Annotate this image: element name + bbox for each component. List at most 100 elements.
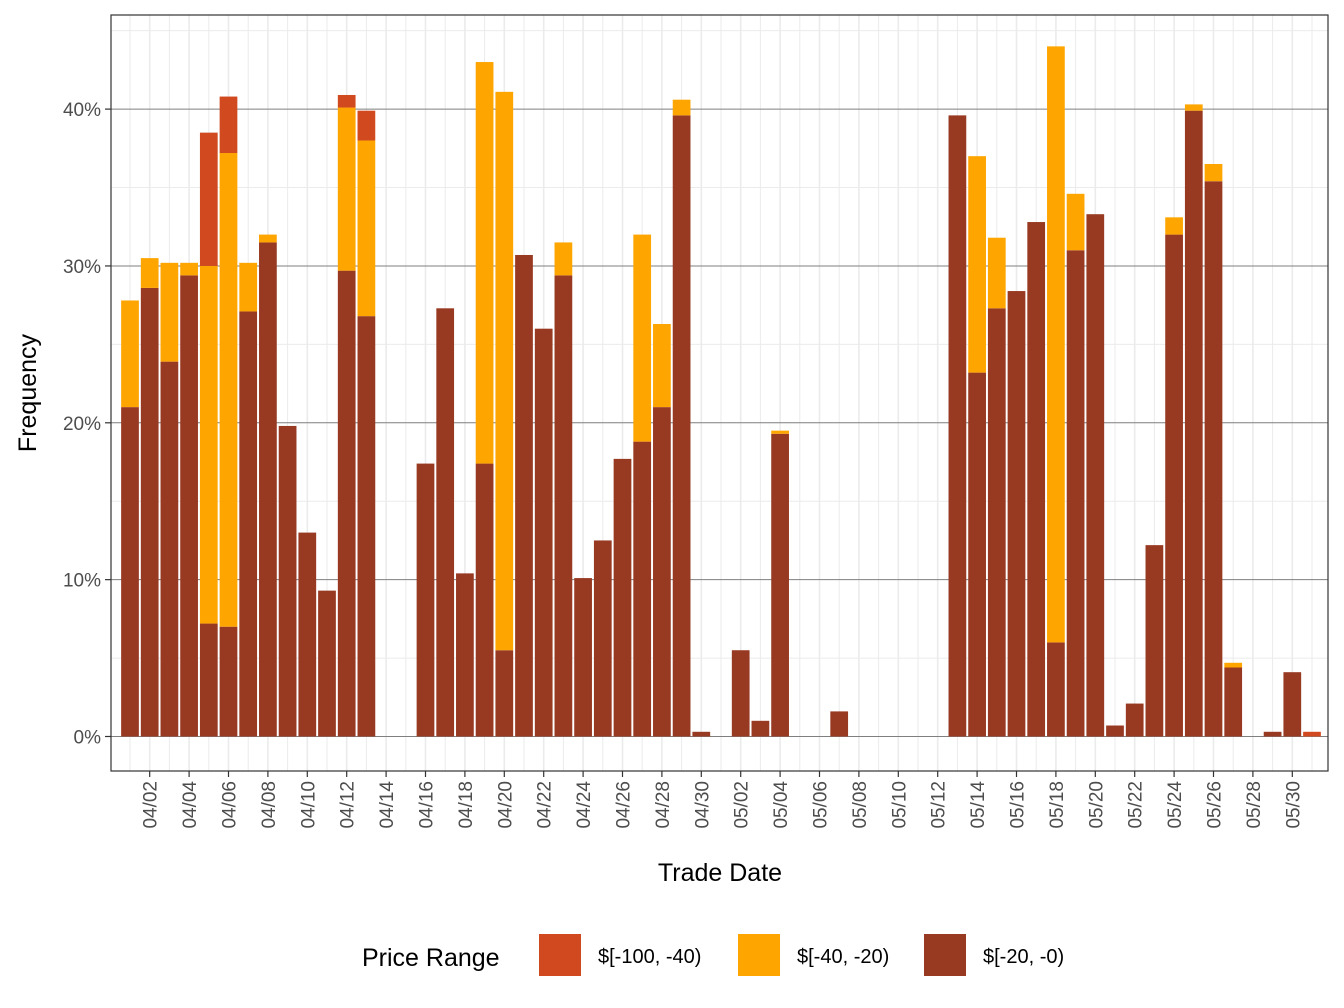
bar-segment	[416, 463, 435, 737]
x-tick-label: 04/16	[417, 781, 438, 829]
x-tick-label: 04/18	[456, 781, 477, 829]
legend-title: Price Range	[362, 944, 500, 972]
x-tick-label: 05/28	[1244, 781, 1265, 829]
x-tick-label: 04/30	[692, 781, 713, 829]
x-tick-label: 04/24	[574, 781, 595, 829]
bar-segment	[475, 463, 494, 737]
bar-segment	[731, 650, 750, 737]
y-tick-label: 10%	[63, 571, 101, 592]
x-tick-label: 04/02	[141, 781, 162, 829]
x-tick-label: 04/12	[338, 781, 359, 829]
bar-segment	[199, 623, 218, 737]
x-axis: 04/02 04/04 04/06 04/08 04/10 04/12 04/14 04/16…	[141, 771, 1304, 829]
bar-segment	[1066, 193, 1085, 251]
legend-key	[539, 934, 581, 976]
x-tick-label: 05/30	[1283, 781, 1304, 829]
legend-label: $[-100, -40)	[598, 946, 701, 968]
y-tick-label: 20%	[63, 414, 101, 435]
y-axis-title: Frequency	[14, 333, 42, 452]
bar-segment	[1224, 667, 1243, 737]
bar-segment	[239, 262, 258, 312]
bar-segment	[456, 573, 474, 737]
bar-segment	[357, 140, 376, 317]
x-tick-label: 05/14	[968, 781, 989, 829]
bar-segment	[180, 262, 198, 276]
bar-segment	[219, 626, 238, 737]
x-tick-label: 04/10	[298, 781, 319, 829]
bar-segment	[968, 372, 986, 737]
x-tick-label: 05/20	[1086, 781, 1107, 829]
bar-segment	[436, 308, 455, 737]
x-tick-label: 05/08	[850, 781, 871, 829]
x-tick-label: 05/22	[1126, 781, 1147, 829]
x-tick-label: 05/06	[811, 781, 832, 829]
x-tick-label: 05/02	[732, 781, 753, 829]
bar-segment	[219, 96, 238, 154]
y-tick-label: 40%	[63, 100, 101, 121]
bar-segment	[554, 275, 573, 737]
x-tick-label: 05/24	[1165, 781, 1186, 829]
bar-segment	[357, 316, 376, 737]
bar-segment	[672, 115, 691, 737]
bar-segment	[180, 275, 198, 737]
bar-segment	[1145, 545, 1164, 737]
bar-segment	[751, 720, 770, 737]
x-tick-label: 05/12	[929, 781, 950, 829]
bar-segment	[199, 132, 218, 266]
bar-segment	[653, 407, 671, 737]
bar-segment	[1027, 222, 1046, 737]
legend-label: $[-40, -20)	[797, 946, 889, 968]
bar-segment	[337, 94, 356, 108]
bar-segment	[298, 532, 317, 737]
bar-segment	[1184, 110, 1203, 737]
bar-segment	[1303, 731, 1321, 737]
bar-segment	[968, 156, 986, 373]
legend-key	[738, 934, 780, 976]
bar-segment	[1204, 164, 1223, 182]
bar-segment	[554, 242, 573, 276]
x-tick-label: 05/16	[1008, 781, 1029, 829]
x-tick-label: 04/06	[220, 781, 241, 829]
x-tick-label: 04/20	[495, 781, 516, 829]
x-tick-label: 04/22	[535, 781, 556, 829]
bar-segment	[593, 540, 612, 737]
bar-segment	[337, 270, 356, 737]
bar-segment	[1047, 642, 1065, 737]
bar-segment	[160, 361, 179, 737]
bar-segment	[239, 311, 258, 737]
bar-segment	[692, 731, 711, 737]
bar-segment	[1165, 234, 1183, 737]
x-tick-label: 04/08	[259, 781, 280, 829]
bar-segment	[495, 91, 514, 651]
bar-segment	[771, 430, 789, 434]
bar-segment	[771, 433, 789, 737]
bar-segment	[1224, 662, 1243, 668]
legend-key	[924, 934, 966, 976]
bar-segment	[1007, 291, 1026, 737]
bar-segment	[475, 62, 494, 464]
bar-segment	[1165, 217, 1183, 235]
bar-segment	[1184, 104, 1203, 111]
x-tick-label: 05/26	[1205, 781, 1226, 829]
bar-segment	[1283, 672, 1302, 737]
bar-segment	[1106, 725, 1124, 737]
bar-segment	[259, 234, 277, 243]
bar-segment	[1204, 181, 1223, 737]
bar-segment	[219, 153, 238, 627]
x-tick-label: 05/04	[771, 781, 792, 829]
bar-segment	[1066, 250, 1085, 737]
bar-segment	[534, 328, 553, 737]
bar-segment	[357, 110, 376, 141]
x-axis-title: Trade Date	[658, 859, 782, 887]
bar-segment	[1125, 703, 1144, 737]
x-tick-label: 04/14	[377, 781, 398, 829]
x-tick-label: 05/10	[889, 781, 910, 829]
bar-segment	[121, 300, 139, 408]
bar-segment	[987, 308, 1006, 737]
bar-segment	[121, 407, 139, 737]
legend-label: $[-20, -0)	[983, 946, 1064, 968]
bar-segment	[830, 711, 849, 737]
y-tick-label: 30%	[63, 257, 101, 278]
bar-segment	[633, 234, 652, 442]
